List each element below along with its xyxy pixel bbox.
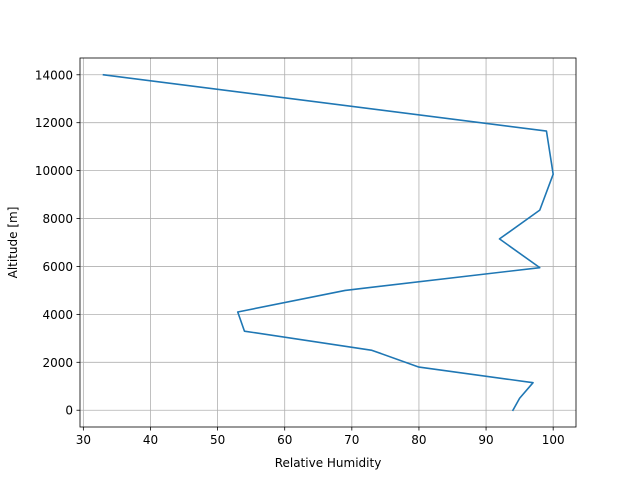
y-tick-label: 6000 [42, 260, 73, 274]
y-axis-label: Altitude [m] [6, 207, 20, 279]
plot-frame [79, 57, 577, 428]
y-tick-label: 2000 [42, 356, 73, 370]
y-tick-label: 12000 [35, 116, 73, 130]
x-tick-label: 50 [210, 433, 225, 447]
y-tick-label: 0 [65, 404, 73, 418]
y-tick-label: 8000 [42, 212, 73, 226]
y-tick-label: 4000 [42, 308, 73, 322]
x-axis-label: Relative Humidity [275, 456, 382, 470]
x-tick-label: 30 [76, 433, 91, 447]
x-tick-label: 70 [344, 433, 359, 447]
x-tick-label: 90 [478, 433, 493, 447]
series-line [102, 73, 554, 412]
y-tick-label: 14000 [35, 68, 73, 82]
x-tick-label: 60 [277, 433, 292, 447]
x-tick-label: 80 [411, 433, 426, 447]
grid [80, 58, 576, 427]
y-tick-label: 10000 [35, 164, 73, 178]
x-axis-ticks: 30 40 50 60 70 80 90 100 [76, 427, 565, 447]
series-layer [102, 73, 554, 412]
x-tick-label: 40 [143, 433, 158, 447]
x-tick-label: 100 [542, 433, 565, 447]
y-axis-ticks: 0 2000 4000 6000 8000 10000 12000 14000 [35, 68, 80, 418]
